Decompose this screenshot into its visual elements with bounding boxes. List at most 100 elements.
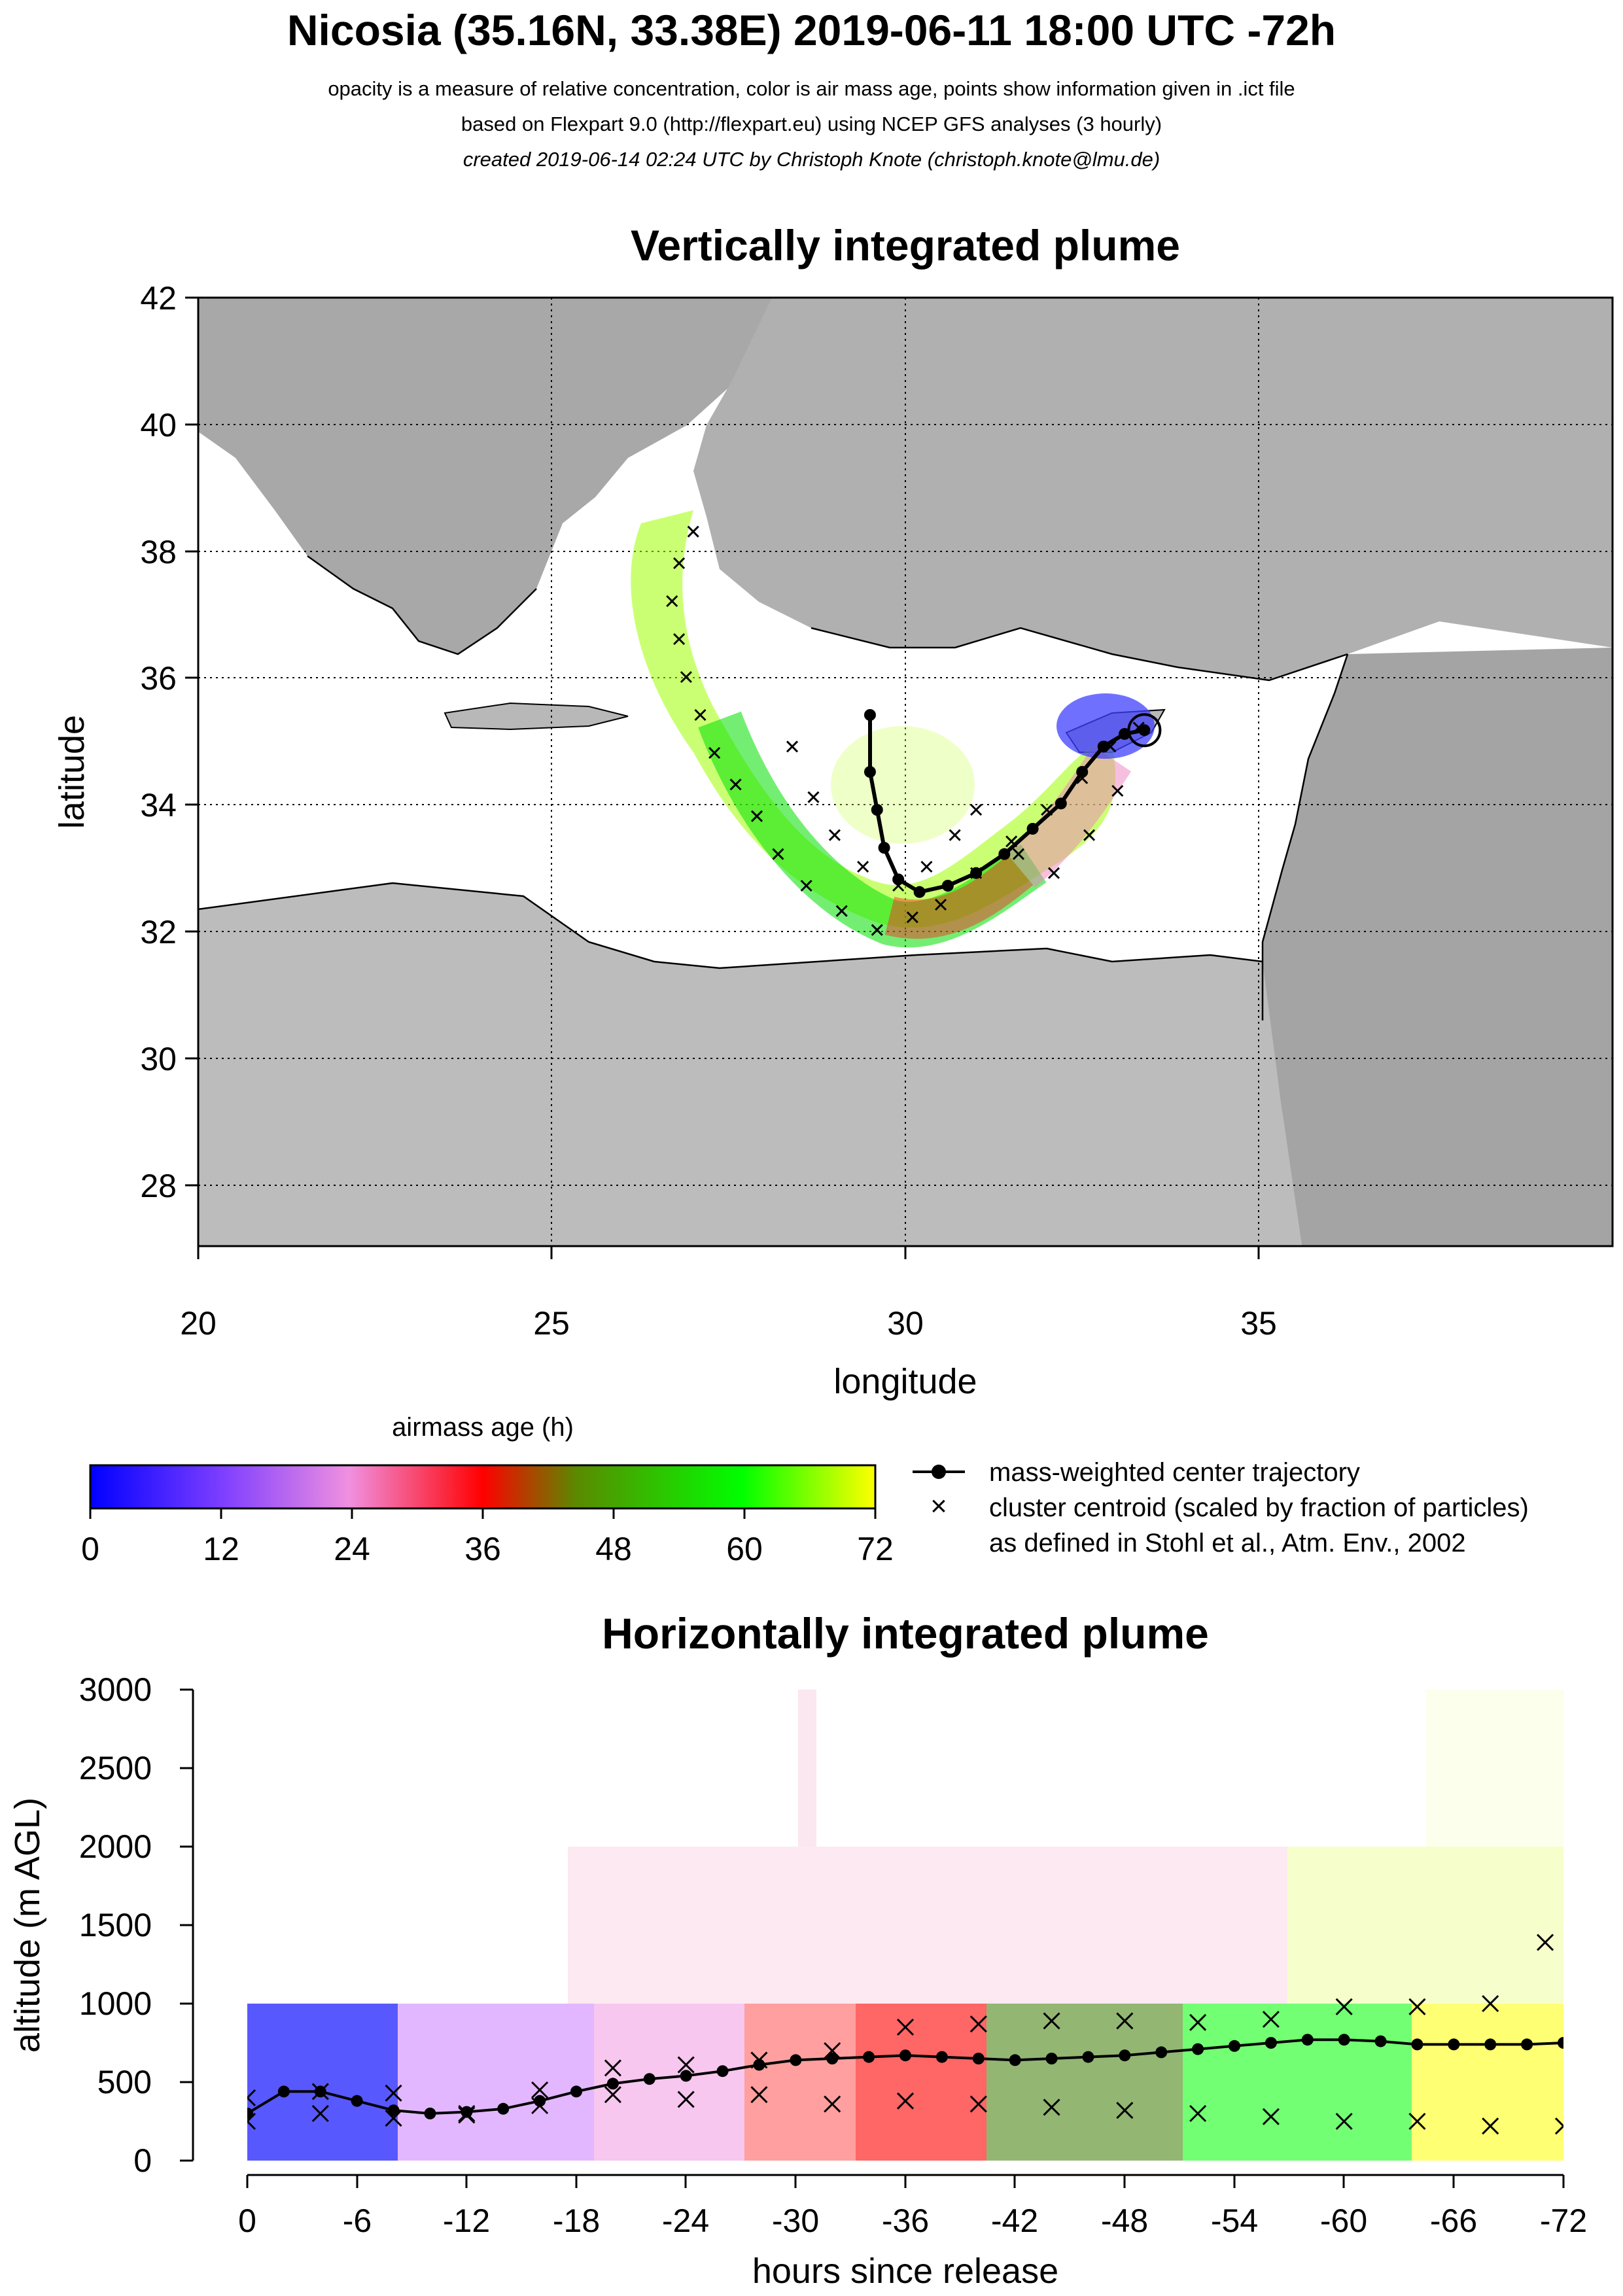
vertical-cluster-upper-point <box>458 2104 476 2123</box>
vert-ytick-0: 0 <box>133 2142 152 2179</box>
vertical-cluster-point <box>896 2092 915 2110</box>
vertical-cluster-point <box>1554 2117 1563 2135</box>
map-cluster-point <box>970 867 983 879</box>
subtitle-line-3: created 2019-06-14 02:24 UTC by Christop… <box>462 148 1161 171</box>
vertical-cluster-point <box>1262 2108 1280 2125</box>
map-cluster-point <box>694 708 707 722</box>
map-cluster-point <box>750 810 763 822</box>
colorbar-tick-12: 12 <box>203 1531 239 1567</box>
vertical-trajectory-point <box>1521 2038 1533 2051</box>
vert-xtick-48: -48 <box>1101 2202 1148 2239</box>
vertical-cluster-point <box>385 2110 402 2127</box>
vertical-cluster-upper-layer <box>247 1934 1554 2123</box>
map-cluster-point <box>673 633 686 646</box>
vertical-trajectory-point <box>1229 2040 1240 2052</box>
map-trajectory-point <box>1076 766 1089 778</box>
map-trajectory-point <box>871 804 883 816</box>
colorbar-tick-72: 72 <box>857 1531 894 1567</box>
map-ytick-30: 30 <box>140 1041 177 1077</box>
vertical-trajectory-point <box>935 2051 948 2063</box>
map-cluster-point <box>708 746 721 759</box>
vertical-cluster-point <box>1116 2102 1134 2119</box>
vertical-cluster-upper-point <box>247 2089 256 2107</box>
land-anatolia <box>693 298 1613 680</box>
map-cluster-point <box>857 860 869 873</box>
vertical-cluster-upper-point <box>1536 1934 1554 1951</box>
vert-xtick-60: -60 <box>1320 2202 1367 2239</box>
map-x-axis-label: longitude <box>833 1362 977 1401</box>
map-cluster-point <box>934 898 947 911</box>
vertical-trajectory-point <box>424 2108 436 2119</box>
vert-xtick-30: -30 <box>772 2202 819 2239</box>
vert-xtick-12: -12 <box>443 2202 490 2239</box>
map-trajectory-point <box>913 886 926 898</box>
map-trajectory-point <box>998 848 1011 860</box>
colorbar <box>89 1464 877 1510</box>
vertical-panel-title: Horizontally integrated plume <box>602 1609 1209 1658</box>
map-cluster-point <box>871 924 883 936</box>
map-cluster-point <box>807 791 820 803</box>
map-trajectory-point <box>1055 797 1067 810</box>
vertical-cluster-point <box>677 2091 695 2108</box>
map-xtick-25: 25 <box>533 1305 570 1342</box>
vertical-trajectory-point <box>972 2053 985 2064</box>
vertical-cluster-upper-point <box>969 2015 987 2033</box>
vert-ytick-2000: 2000 <box>79 1828 152 1865</box>
map-cluster-point <box>1005 835 1018 848</box>
vertical-trajectory-point <box>826 2053 839 2064</box>
map-cluster-point <box>970 803 983 816</box>
map-cluster-point <box>920 860 933 873</box>
vertical-trajectory-point <box>570 2085 582 2098</box>
colorbar-tick-0: 0 <box>81 1531 99 1567</box>
vertical-trajectory-point <box>1484 2038 1497 2051</box>
subtitle-line-2: based on Flexpart 9.0 (http://flexpart.e… <box>461 113 1162 135</box>
vertical-trajectory-point <box>606 2078 619 2090</box>
vertical-trajectory-point <box>1338 2034 1350 2046</box>
vert-xtick-54: -54 <box>1211 2202 1258 2239</box>
map-cluster-point <box>680 670 692 684</box>
colorbar-tick-60: 60 <box>726 1531 763 1567</box>
vertical-trajectory-point <box>1265 2037 1277 2049</box>
vertical-cluster-point <box>1408 2112 1426 2131</box>
vertical-cluster-upper-point <box>1043 2012 1060 2030</box>
vertical-trajectory-point <box>1301 2034 1314 2046</box>
map-cluster-point <box>666 595 678 608</box>
vertical-cluster-upper-point <box>531 2081 549 2099</box>
vert-ytick-1500: 1500 <box>79 1907 152 1943</box>
vertical-trajectory-point <box>1009 2054 1021 2066</box>
map-ytick-36: 36 <box>140 660 177 697</box>
map-cluster-point <box>1104 740 1117 753</box>
map-cluster-layer <box>666 525 1145 936</box>
map-cluster-point <box>1041 803 1053 816</box>
vertical-cluster-upper-point <box>1408 1998 1426 2015</box>
vertical-x-axis-label: hours since release <box>752 2252 1058 2291</box>
vert-ytick-500: 500 <box>97 2064 152 2100</box>
vertical-trajectory-point <box>1448 2038 1460 2051</box>
legend-dot-swatch <box>932 1465 946 1479</box>
vert-xtick-6: -6 <box>343 2202 372 2239</box>
map-ytick-32: 32 <box>140 914 177 950</box>
map-ytick-34: 34 <box>140 787 177 824</box>
map-panel-title: Vertically integrated plume <box>631 221 1180 270</box>
vertical-cluster-point <box>604 2086 621 2104</box>
map-ytick-38: 38 <box>140 534 177 570</box>
vertical-trajectory-point <box>1045 2053 1058 2064</box>
subtitle-line-1: opacity is a measure of relative concent… <box>328 77 1295 100</box>
colorbar-tick-36: 36 <box>464 1531 501 1567</box>
vertical-trajectory-point <box>1082 2051 1094 2063</box>
vertical-cluster-upper-point <box>677 2056 695 2074</box>
vertical-cluster-upper-point <box>1116 2012 1134 2030</box>
vertical-trajectory-point <box>497 2102 510 2115</box>
vertical-trajectory-point <box>461 2106 473 2118</box>
map-cluster-point <box>729 778 742 791</box>
map-trajectory-point <box>864 709 876 721</box>
vertical-cluster-upper-point <box>896 2018 915 2036</box>
map-trajectory-point <box>1138 724 1151 737</box>
map-xtick-30: 30 <box>887 1305 924 1342</box>
map-cluster-point <box>892 879 905 892</box>
vertical-trajectory-point <box>1192 2043 1204 2055</box>
vertical-cluster-upper-point <box>604 2059 621 2077</box>
map-cluster-point <box>1111 784 1124 797</box>
map-x-axis <box>197 1245 1260 1259</box>
vertical-trajectory-point <box>1411 2038 1423 2051</box>
